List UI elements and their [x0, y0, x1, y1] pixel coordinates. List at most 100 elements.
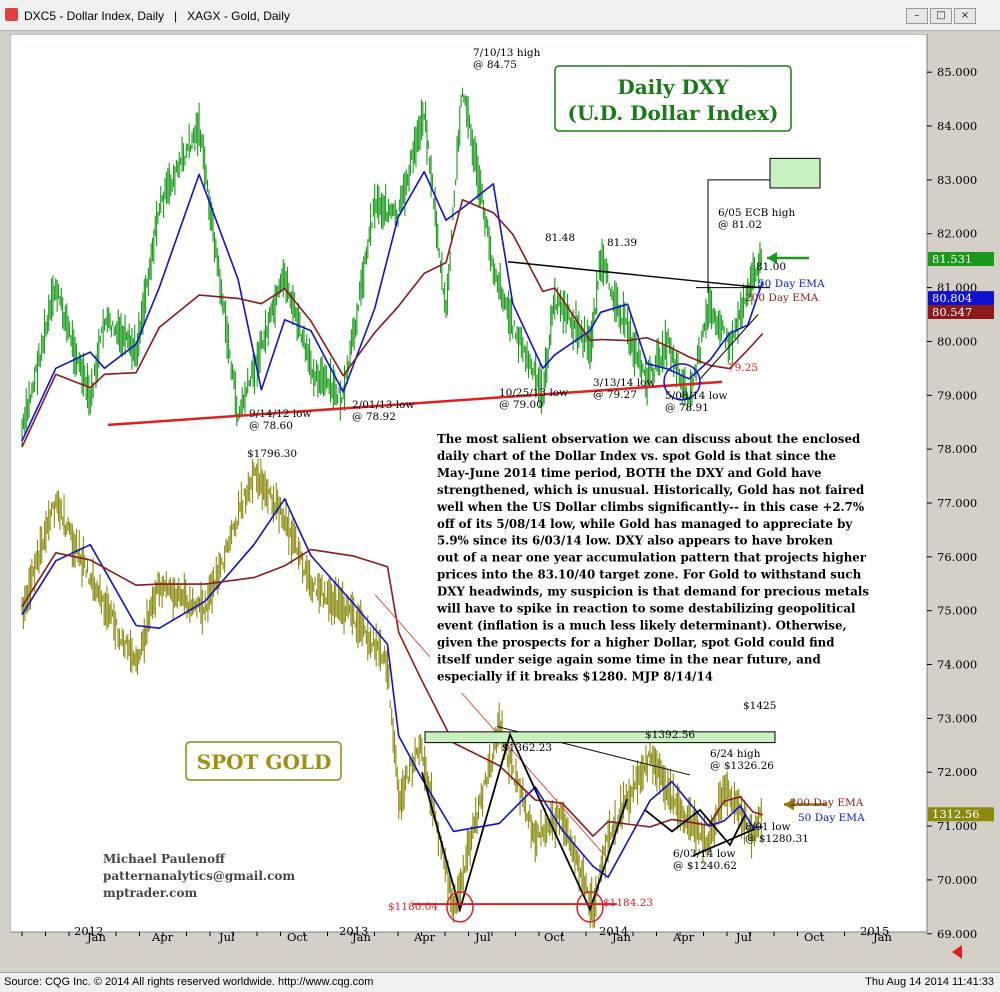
y-tick-label: 73.000 — [937, 711, 977, 725]
maximize-button[interactable]: □ — [930, 8, 952, 24]
annotation-sub: @ 79.27 — [593, 389, 637, 401]
x-tick-label: Jul — [218, 930, 235, 944]
commentary-line: given the prospects for a higher Dollar,… — [437, 635, 835, 649]
y-tick-label: 85.000 — [937, 65, 977, 79]
commentary-line: well when the US Dollar climbs significa… — [436, 500, 864, 514]
annotation-label: 6/24 high — [710, 748, 761, 760]
y-tick-label: 71.000 — [937, 819, 977, 833]
y-tick-label: 82.000 — [937, 227, 977, 241]
gold-ema50-line — [21, 498, 763, 878]
dxy-target-zone — [769, 157, 821, 189]
x-tick-label: Oct — [544, 930, 565, 944]
annotation-label: $1362.23 — [502, 742, 552, 754]
x-tick-label: 2015 — [860, 924, 889, 938]
annotation-label: 81.00 — [756, 261, 786, 273]
x-tick-label: Jul — [735, 930, 752, 944]
chart-area[interactable]: 85.000 84.000 83.000 82.000 81.000 80.000 79.0… — [9, 33, 995, 970]
y-tick-label: 76.000 — [937, 550, 977, 564]
scroll-left-icon[interactable] — [952, 945, 962, 959]
y-tick-label: 80.000 — [937, 334, 977, 348]
gold-low-circle-2 — [576, 891, 604, 923]
annotation-sub: @ 78.60 — [249, 420, 293, 432]
y-tick-label: 69.000 — [937, 927, 977, 941]
x-tick-label: Apr — [151, 930, 174, 944]
commentary-line: off of its 5/08/14 low, while Gold has m… — [437, 517, 853, 531]
price-tag — [928, 252, 994, 267]
window-title-bar: DXC5 - Dollar Index, Daily | XAGX - Gold… — [0, 0, 1000, 31]
annotation-label: 2/01/13 low — [352, 399, 414, 411]
commentary-line: daily chart of the Dollar Index vs. spot… — [437, 449, 836, 463]
commentary-line: 5.9% since its 6/03/14 low. DXY also app… — [437, 534, 833, 548]
gold-flag-lower — [692, 827, 756, 857]
price-tag — [928, 291, 994, 306]
x-tick-label: Jul — [474, 930, 491, 944]
commentary-bg — [430, 431, 917, 693]
x-tick-label: Oct — [804, 930, 825, 944]
y-tick-label: 75.000 — [937, 604, 977, 618]
gold-title: SPOT GOLD — [197, 750, 332, 774]
commentary-line: especially if it breaks $1280. MJP 8/14/… — [437, 669, 713, 683]
x-tick-label: Jan — [611, 930, 631, 944]
commentary-line: itself under seige again some time in th… — [437, 652, 821, 666]
minimize-button[interactable]: – — [906, 8, 928, 24]
commentary-line: out of a near one year accumulation patt… — [437, 551, 867, 565]
close-button[interactable]: × — [954, 8, 976, 24]
price-tag — [928, 807, 994, 822]
annotation-label: 200 Day EMA — [745, 292, 819, 304]
commentary-line: The most salient observation we can disc… — [437, 432, 860, 446]
annotation-label: 50 Day EMA — [798, 812, 865, 824]
annotation-label: $1796.30 — [247, 448, 297, 460]
y-tick-label: 74.000 — [937, 658, 977, 672]
x-tick-label: 2014 — [599, 924, 628, 938]
y-tick-label: 70.000 — [937, 873, 977, 887]
status-bar: Source: CQG Inc. © 2014 All rights reser… — [0, 972, 1000, 992]
author-line: patternanalytics@gmail.com — [103, 869, 295, 883]
annotation-sub: @ 78.91 — [665, 402, 709, 414]
y-tick-label: 77.000 — [937, 496, 977, 510]
commentary-line: strengthened, which is unusual. Historic… — [437, 483, 864, 497]
annotation-label: 10/25/13 low — [499, 387, 568, 399]
author-line: mptrader.com — [103, 886, 197, 900]
x-tick-label: Jan — [86, 930, 106, 944]
annotation-label: 81.39 — [607, 237, 637, 249]
x-tick-label: 2013 — [339, 924, 368, 938]
y-tick-label: 81.000 — [937, 281, 977, 295]
app-icon — [5, 8, 18, 21]
dxy-low-circle — [663, 363, 701, 401]
annotation-label: 6/05 ECB high — [718, 207, 796, 219]
x-tick-label: Jan — [872, 930, 892, 944]
annotation-label: 9/14/12 low — [249, 408, 311, 420]
timestamp: Thu Aug 14 2014 11:41:33 — [865, 976, 994, 988]
annotation-label: $1180.04 — [388, 901, 438, 913]
annotation-label: 79.25 — [728, 362, 758, 374]
x-tick-label: 2012 — [74, 924, 103, 938]
gold-double-bottom — [421, 731, 628, 913]
gold-flag-upper — [644, 808, 746, 847]
target-leader — [707, 179, 770, 293]
commentary-line: DXY headwinds, my suspicion is that dema… — [437, 585, 869, 599]
annotation-sub: @ $1280.31 — [745, 833, 809, 845]
commentary-line: May-June 2014 time period, BOTH the DXY … — [437, 466, 822, 480]
price-chart[interactable]: 85.000 84.000 83.000 82.000 81.000 80.000 79.0… — [9, 33, 995, 970]
annotation-label: 50 Day EMA — [758, 278, 825, 290]
window-title: DXC5 - Dollar Index, Daily | XAGX - Gold… — [24, 9, 290, 23]
annotation-label: 3/13/14 low — [593, 377, 655, 389]
y-tick-label: 78.000 — [937, 442, 977, 456]
dxy-subtitle: (U.D. Dollar Index) — [568, 101, 779, 125]
dxy-ema200-line — [21, 199, 764, 448]
price-tag-label: 80.804 — [932, 291, 972, 305]
annotation-label: 8/01 low — [745, 821, 791, 833]
annotation-label: 5/08/14 low — [665, 390, 727, 402]
y-tick-label: 84.000 — [937, 119, 977, 133]
price-tag-label: 81.531 — [932, 252, 972, 266]
price-tag-label: 1312.56 — [932, 807, 980, 821]
price-tag-label: 80.547 — [932, 305, 972, 319]
x-tick-label: Jan — [351, 930, 371, 944]
x-tick-label: Oct — [287, 930, 308, 944]
annotation-label: 81.48 — [545, 232, 575, 244]
dxy-title: Daily DXY — [617, 75, 729, 99]
x-tick-label: Apr — [413, 930, 436, 944]
annotation-label: 7/10/13 high — [473, 47, 541, 59]
dxy-title-box — [554, 65, 792, 132]
annotation-label: 200 Day EMA — [790, 797, 864, 809]
